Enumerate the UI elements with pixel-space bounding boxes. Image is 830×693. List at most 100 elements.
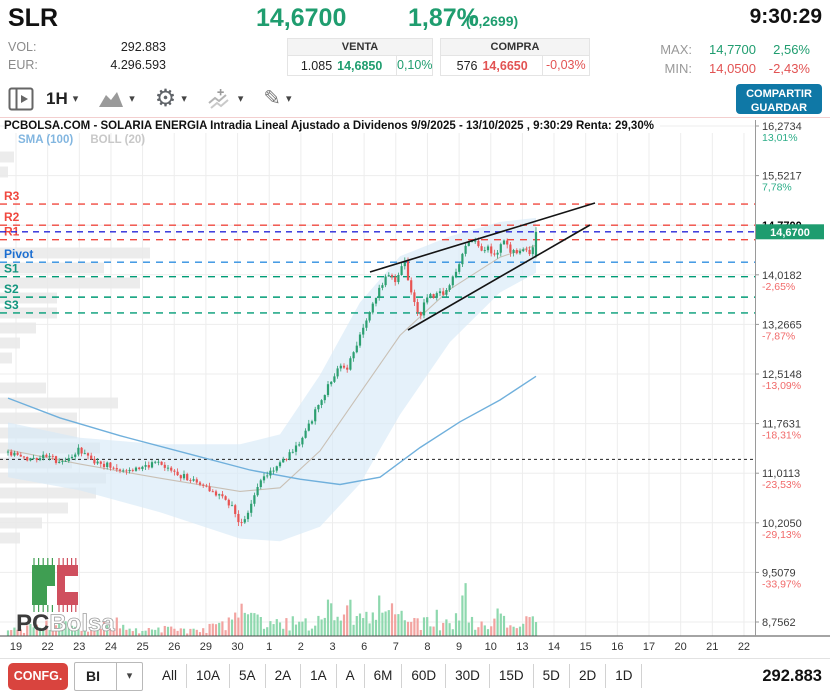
svg-text:14,0182: 14,0182 (762, 270, 802, 282)
svg-text:10,2050: 10,2050 (762, 518, 802, 530)
bid-price: 14,6850 (337, 58, 383, 73)
bottom-bar: CONFG. BI ▾ All 10A 5A 2A 1A A 6M 60D 30D 15D 5D 2D… (0, 658, 830, 693)
save-label: GUARDAR (750, 102, 808, 115)
ask-price: 14,6650 (482, 58, 528, 73)
config-button[interactable]: CONFG. (8, 662, 68, 690)
period-button-A[interactable]: A (337, 664, 365, 688)
svg-text:7: 7 (393, 641, 399, 653)
svg-text:-7,87%: -7,87% (762, 330, 795, 342)
svg-text:7,78%: 7,78% (762, 182, 792, 194)
svg-text:22: 22 (42, 641, 54, 653)
period-button-6M[interactable]: 6M (365, 664, 403, 688)
svg-text:1: 1 (266, 641, 272, 653)
gear-icon: ⚙ (154, 84, 177, 112)
min-value: 14,0500 (709, 61, 756, 76)
chevron-down-icon: ▾ (129, 93, 135, 105)
svg-text:8,7562: 8,7562 (762, 617, 796, 629)
chart-title: PCBOLSA.COM - SOLARIA ENERGIA Intradia L… (4, 120, 660, 132)
svg-text:-18,31%: -18,31% (762, 430, 801, 442)
svg-text:-2,65%: -2,65% (762, 281, 795, 293)
chart-style-select[interactable]: ▾ (98, 89, 155, 109)
period-button-10A[interactable]: 10A (187, 664, 231, 688)
min-row: MIN: 14,0500 -2,43% (650, 59, 810, 78)
svg-text:-13,09%: -13,09% (762, 380, 801, 392)
chevron-down-icon: ▾ (237, 93, 244, 105)
svg-text:14: 14 (548, 641, 560, 653)
svg-text:-33,97%: -33,97% (762, 578, 801, 590)
timeframe-label: 1H (46, 88, 68, 108)
add-indicator-icon (208, 88, 229, 109)
timeframe-select[interactable]: 1H ▾ (34, 89, 98, 109)
svg-text:25: 25 (136, 641, 148, 653)
panel-toggle-button[interactable] (8, 86, 34, 112)
period-button-2A[interactable]: 2A (266, 664, 302, 688)
ask-box: COMPRA 576 14,6650 -0,03% (440, 38, 590, 76)
chart-legend: SMA (100) BOLL (20) (18, 134, 145, 146)
svg-text:13,01%: 13,01% (762, 132, 798, 144)
svg-text:19: 19 (10, 641, 22, 653)
svg-text:-23,53%: -23,53% (762, 479, 801, 491)
bid-box: VENTA 1.085 14,6850 0,10% (287, 38, 433, 76)
period-button-60D[interactable]: 60D (402, 664, 447, 688)
svg-text:24: 24 (105, 641, 117, 653)
svg-text:16: 16 (611, 641, 623, 653)
bid-percent: 0,10% (396, 56, 432, 75)
period-button-2D[interactable]: 2D (570, 664, 607, 688)
draw-tools-select[interactable]: ✎ ▾ (263, 88, 291, 109)
vol-value: 292.883 (120, 40, 166, 54)
svg-text:9,5079: 9,5079 (762, 567, 796, 579)
bid-title: VENTA (288, 39, 432, 56)
svg-text:S2: S2 (4, 282, 19, 296)
svg-text:-29,13%: -29,13% (762, 529, 801, 541)
svg-text:9: 9 (456, 641, 462, 653)
period-buttons: All 10A 5A 2A 1A A 6M 60D 30D 15D 5D 2D 1D (153, 664, 643, 688)
max-min-block: MAX: 14,7700 2,56% MIN: 14,0500 -2,43% (650, 40, 810, 78)
min-percent: -2,43% (768, 61, 810, 76)
svg-text:3: 3 (329, 641, 335, 653)
indicators-select[interactable]: ▾ (207, 88, 264, 110)
svg-text:12,5148: 12,5148 (762, 369, 802, 381)
svg-text:2: 2 (298, 641, 304, 653)
instrument-label: BI (86, 667, 100, 684)
period-button-5D[interactable]: 5D (534, 664, 570, 688)
period-button-1A[interactable]: 1A (301, 664, 337, 688)
svg-text:R2: R2 (4, 210, 20, 224)
period-button-1D[interactable]: 1D (606, 664, 643, 688)
svg-text:S1: S1 (4, 262, 19, 276)
chevron-down-icon: ▾ (116, 662, 142, 690)
period-button-All[interactable]: All (153, 664, 188, 688)
share-label: COMPARTIR (746, 88, 812, 100)
period-button-15D[interactable]: 15D (490, 664, 534, 688)
chevron-down-icon: ▾ (285, 93, 292, 105)
svg-text:Pivot: Pivot (4, 247, 33, 261)
chevron-down-icon: ▾ (181, 93, 187, 105)
price-chart[interactable]: R3R2R1PivotS1S2S3PCBolsa16,273413,01%15,… (0, 0, 830, 658)
ask-size: 576 (456, 58, 478, 73)
change-percent: 1,87% (408, 4, 479, 32)
chart-toolbar: 1H ▾ ▾ ⚙ ▾ ▾ ✎ ▾ (0, 80, 830, 118)
bid-size: 1.085 (300, 58, 333, 73)
svg-text:29: 29 (200, 641, 212, 653)
instrument-select[interactable]: BI ▾ (74, 661, 143, 691)
period-button-5A[interactable]: 5A (230, 664, 266, 688)
clock: 9:30:29 (749, 5, 822, 28)
ask-title: COMPRA (441, 39, 589, 56)
ask-percent: -0,03% (541, 56, 589, 75)
svg-text:11,0113: 11,0113 (762, 468, 800, 480)
svg-text:30: 30 (231, 641, 243, 653)
svg-text:16,2734: 16,2734 (762, 121, 802, 133)
session-volume: 292.883 (762, 666, 822, 685)
volume-row: VOL: 292.883 (8, 40, 166, 54)
last-price: 14,6700 (256, 4, 347, 32)
svg-text:26: 26 (168, 641, 180, 653)
legend-sma: SMA (100) (18, 134, 74, 146)
max-percent: 2,56% (773, 42, 810, 57)
svg-text:R3: R3 (4, 189, 20, 203)
share-save-button[interactable]: COMPARTIR GUARDAR (736, 84, 822, 114)
svg-text:S3: S3 (4, 298, 19, 312)
svg-text:23: 23 (73, 641, 85, 653)
max-label: MAX: (660, 42, 692, 57)
svg-text:11,7631: 11,7631 (762, 419, 801, 431)
period-button-30D[interactable]: 30D (446, 664, 490, 688)
settings-select[interactable]: ⚙ ▾ (154, 84, 207, 112)
